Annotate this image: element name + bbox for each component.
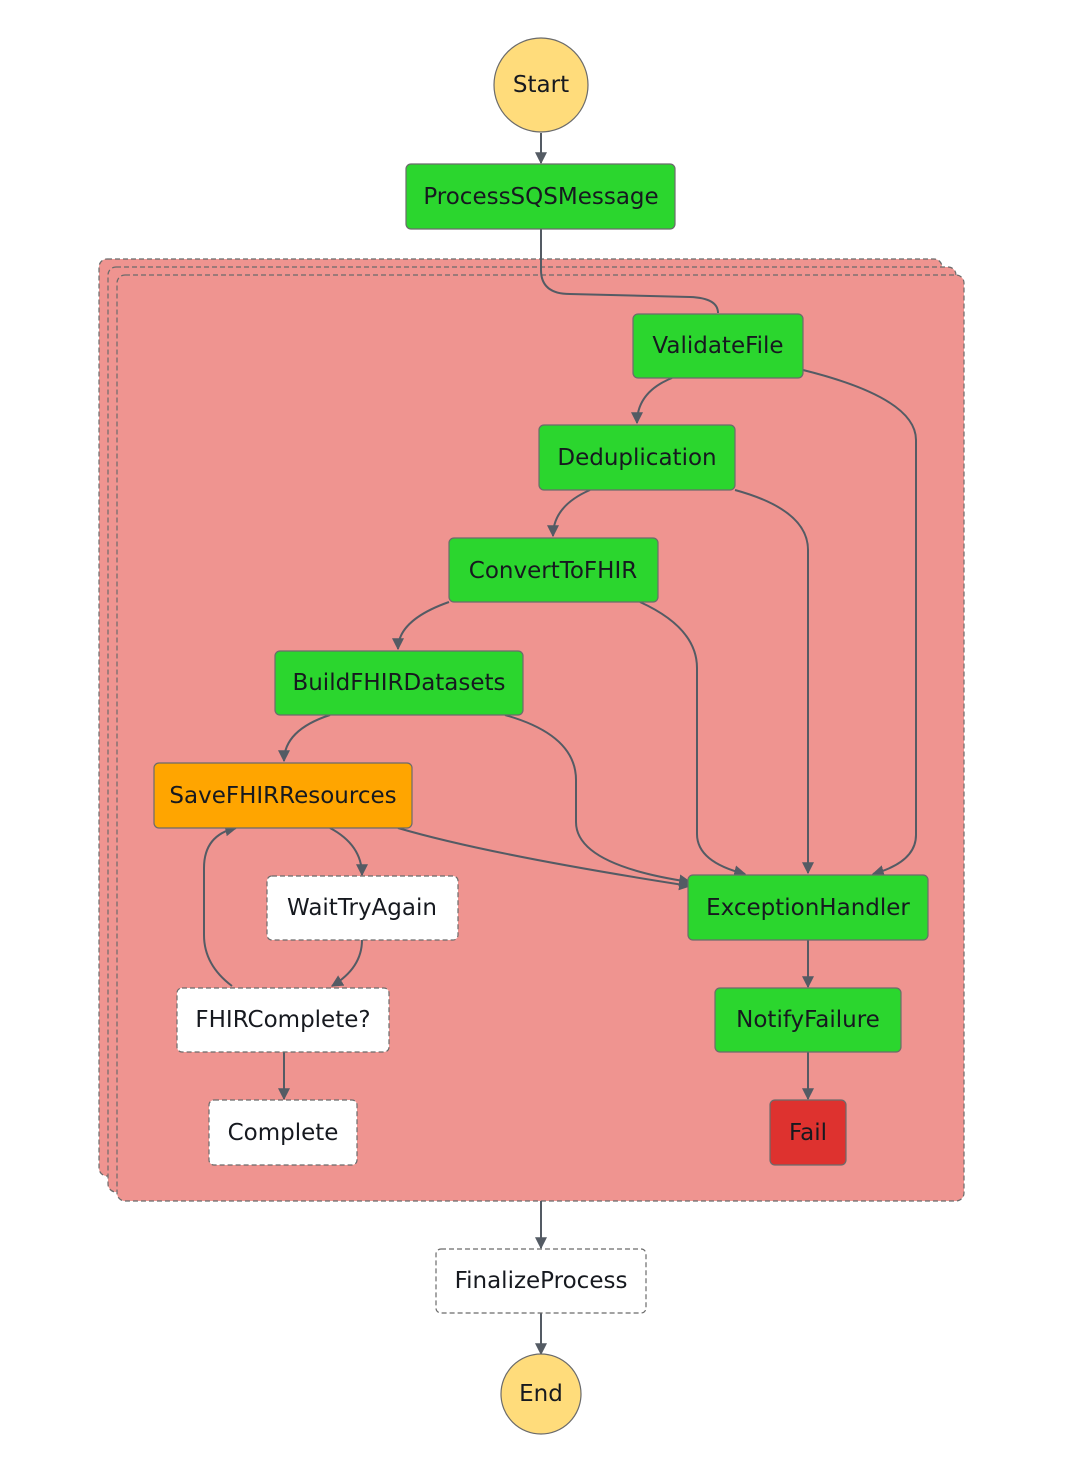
state-label: ProcessSQSMessage bbox=[423, 184, 658, 210]
state-notify-failure[interactable]: NotifyFailure bbox=[714, 987, 902, 1053]
state-box bbox=[176, 987, 390, 1053]
edge-deduplication-to-exception-handler bbox=[734, 489, 814, 875]
map-state-container[interactable] bbox=[98, 258, 965, 1202]
state-build-fhir-datasets[interactable]: BuildFHIRDatasets bbox=[274, 650, 524, 716]
state-box bbox=[538, 424, 736, 491]
edge-build-fhir-datasets-to-exception-handler bbox=[504, 714, 692, 887]
edge-save-fhir-resources-to-exception-handler bbox=[397, 827, 692, 891]
edge-validate-file-to-deduplication bbox=[631, 377, 673, 425]
state-label: WaitTryAgain bbox=[287, 895, 437, 921]
end-circle bbox=[500, 1353, 582, 1435]
state-label: Start bbox=[513, 72, 569, 98]
state-process-sqs-message[interactable]: ProcessSQSMessage bbox=[405, 163, 676, 230]
state-box bbox=[714, 987, 902, 1053]
state-box bbox=[448, 537, 659, 603]
edge-convert-to-fhir-to-exception-handler bbox=[639, 601, 747, 878]
state-label: ConvertToFHIR bbox=[469, 558, 637, 584]
state-box bbox=[769, 1099, 847, 1166]
state-box bbox=[266, 875, 459, 941]
edge-save-fhir-resources-to-wait-try-again bbox=[329, 827, 368, 877]
start-circle bbox=[493, 37, 589, 133]
edge-process-sqs-message-to-validate-file bbox=[540, 229, 719, 314]
state-exception-handler[interactable]: ExceptionHandler bbox=[687, 874, 929, 941]
state-label: ValidateFile bbox=[652, 333, 783, 359]
state-box bbox=[687, 874, 929, 941]
state-validate-file[interactable]: ValidateFile bbox=[632, 313, 804, 379]
edges bbox=[203, 133, 917, 1356]
state-box bbox=[153, 762, 413, 829]
state-finalize-process[interactable]: FinalizeProcess bbox=[435, 1248, 647, 1314]
state-label: Complete bbox=[228, 1120, 339, 1146]
edge-build-fhir-datasets-to-save-fhir-resources bbox=[278, 714, 331, 763]
state-label: Deduplication bbox=[557, 445, 716, 471]
state-label: FinalizeProcess bbox=[455, 1268, 628, 1294]
state-save-fhir-resources[interactable]: SaveFHIRResources bbox=[153, 762, 413, 829]
state-deduplication[interactable]: Deduplication bbox=[538, 424, 736, 491]
state-fail[interactable]: Fail bbox=[769, 1099, 847, 1166]
edge-convert-to-fhir-to-build-fhir-datasets bbox=[392, 601, 450, 651]
state-box bbox=[632, 313, 804, 379]
edge-fhir-complete-to-save-fhir-resources bbox=[203, 824, 238, 987]
state-label: Fail bbox=[789, 1120, 827, 1146]
state-label: SaveFHIRResources bbox=[169, 783, 396, 809]
state-box bbox=[435, 1248, 647, 1314]
state-start[interactable]: Start bbox=[493, 37, 589, 133]
edge-validate-file-to-exception-handler bbox=[802, 369, 917, 877]
state-complete[interactable]: Complete bbox=[208, 1099, 358, 1166]
state-label: ExceptionHandler bbox=[706, 895, 910, 921]
state-label: NotifyFailure bbox=[736, 1007, 880, 1033]
state-end[interactable]: End bbox=[500, 1353, 582, 1435]
state-convert-to-fhir[interactable]: ConvertToFHIR bbox=[448, 537, 659, 603]
state-box bbox=[274, 650, 524, 716]
state-label: FHIRComplete? bbox=[195, 1007, 370, 1033]
state-box bbox=[405, 163, 676, 230]
state-label: End bbox=[519, 1381, 563, 1407]
state-label: BuildFHIRDatasets bbox=[292, 670, 505, 696]
state-box bbox=[208, 1099, 358, 1166]
edge-deduplication-to-convert-to-fhir bbox=[547, 489, 591, 538]
state-wait-try-again[interactable]: WaitTryAgain bbox=[266, 875, 459, 941]
state-fhir-complete[interactable]: FHIRComplete? bbox=[176, 987, 390, 1053]
map-iteration-front bbox=[116, 274, 965, 1202]
edge-wait-try-again-to-fhir-complete bbox=[330, 939, 363, 987]
